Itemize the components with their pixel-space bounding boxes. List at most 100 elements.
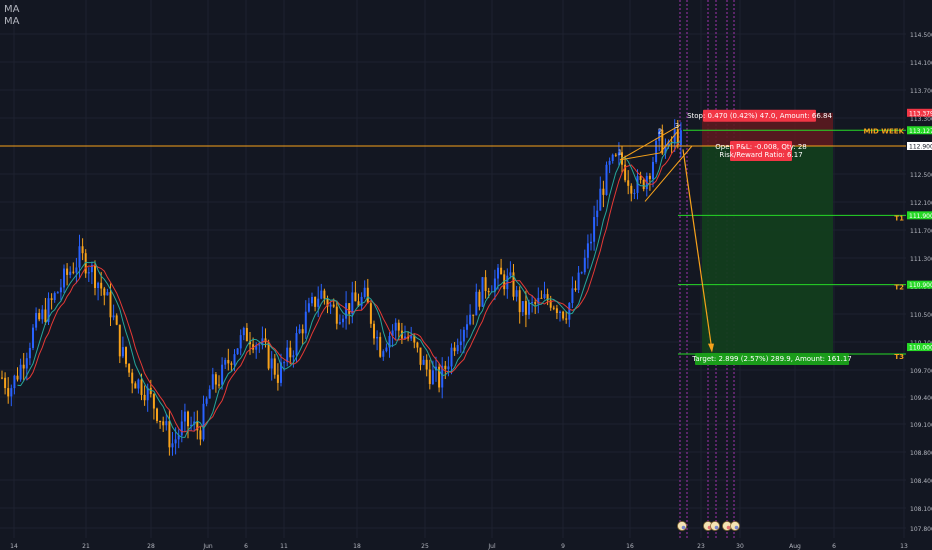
candle-body: [540, 297, 543, 299]
candle-body: [63, 268, 65, 288]
candle-body: [152, 394, 155, 409]
price-tick: 112.500: [910, 172, 932, 179]
candle-body: [35, 312, 38, 328]
candle-body: [50, 298, 53, 301]
candle-body: [379, 336, 382, 357]
candle-body: [301, 329, 304, 334]
candle-body: [214, 374, 217, 385]
candle-body: [413, 335, 416, 343]
candle-body: [211, 374, 214, 390]
ma-label-2[interactable]: MA: [4, 16, 20, 27]
time-axis[interactable]: 14 21 28 Jun 6 11 18 25 Jul 9 16 23 30 Aug 6 13: [0, 538, 908, 550]
candle-body: [53, 293, 56, 301]
price-tick: 113.300: [910, 116, 932, 123]
candle-body: [75, 267, 78, 273]
candle-body: [295, 333, 298, 356]
time-tick: Aug: [789, 543, 801, 550]
candle-body: [559, 311, 561, 313]
wave-label-2: 2: [658, 128, 662, 136]
candle-body: [462, 329, 465, 342]
pnl-label-text: Open P&L: -0.008, Qty: 28: [715, 143, 806, 151]
target-zone: [702, 146, 833, 354]
candle-body: [630, 185, 633, 194]
candle-body: [4, 377, 7, 389]
candle-body: [109, 292, 112, 318]
projection-arrow: [682, 149, 713, 351]
event-dot: [726, 525, 731, 530]
event-marker-icon: [722, 521, 732, 531]
candle-body: [431, 370, 434, 385]
candle-body: [205, 398, 208, 404]
candle-body: [19, 364, 22, 380]
time-tick: 18: [353, 543, 361, 550]
candle-body: [673, 129, 676, 144]
candle-body: [267, 342, 270, 369]
pnl-label-text: Risk/Reward Ratio: 6.17: [719, 151, 802, 159]
candle-body: [636, 176, 639, 193]
stop-label-box: [703, 109, 816, 122]
candle-body: [218, 384, 220, 386]
time-tick: 13: [900, 543, 908, 550]
candle-body: [115, 315, 118, 325]
candle-body: [444, 365, 447, 370]
target-label-text: Target: 2.899 (2.57%) 289.9, Amount: 161…: [691, 355, 852, 363]
candle-body: [565, 318, 568, 320]
wave-line: [619, 131, 678, 161]
time-tick: 30: [736, 543, 744, 550]
time-tick: 16: [626, 543, 634, 550]
price-label-text: 112.900: [909, 144, 932, 151]
candle-body: [363, 287, 366, 297]
candle-body: [373, 323, 375, 339]
time-tick: Jul: [487, 543, 496, 550]
candle-body: [332, 304, 335, 307]
candle-body: [84, 253, 87, 274]
candle-body: [348, 303, 351, 314]
candle-body: [307, 303, 310, 312]
candle-body: [354, 292, 357, 302]
time-tick: 25: [421, 543, 429, 550]
candle-body: [385, 347, 388, 352]
candle-body: [583, 257, 586, 273]
candle-body: [97, 282, 100, 288]
candle-body: [103, 288, 106, 296]
candle-body: [428, 369, 431, 385]
candle-body: [298, 329, 301, 334]
candle-body: [602, 188, 605, 195]
candle-body: [314, 296, 317, 307]
candle-body: [183, 411, 186, 422]
price-tick: 109.100: [910, 422, 932, 429]
candle-body: [360, 296, 363, 307]
candle-body: [196, 421, 199, 431]
candle-body: [242, 327, 245, 336]
price-tick: 111.300: [910, 256, 932, 263]
candle-body: [608, 160, 611, 165]
price-label-text: 111.900: [909, 213, 932, 220]
moving-averages: [17, 140, 682, 438]
ma-label-1[interactable]: MA: [4, 4, 20, 15]
candle-body: [388, 336, 391, 348]
candle-body: [69, 271, 72, 275]
price-label-level: [907, 343, 932, 352]
candle-body: [323, 290, 326, 299]
candle-body: [25, 358, 28, 369]
candle-body: [642, 179, 645, 190]
candle-body: [679, 130, 682, 146]
candle-body: [329, 304, 332, 307]
candle-body: [320, 290, 323, 299]
price-axis[interactable]: 114.500 114.100 113.700 113.300 112.900 112.5…: [906, 0, 932, 550]
event-markers[interactable]: [677, 521, 740, 531]
candle-body: [100, 282, 103, 289]
candle-body: [515, 290, 518, 297]
candle-body: [81, 246, 84, 254]
candle-body: [438, 366, 441, 388]
candle-body: [168, 421, 171, 448]
candle-body: [134, 383, 137, 389]
candle-body: [258, 344, 261, 346]
candle-body: [655, 140, 658, 162]
candle-body: [106, 292, 109, 296]
time-tick: 9: [561, 543, 565, 550]
wave-label-3: 3: [675, 122, 679, 130]
candle-body: [605, 164, 608, 195]
candle-body: [131, 372, 134, 384]
